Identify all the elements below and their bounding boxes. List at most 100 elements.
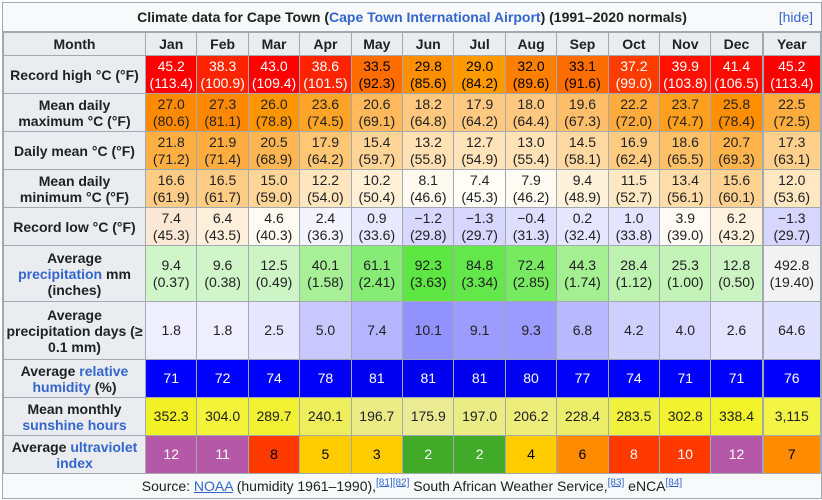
data-cell: 13.0 (55.4): [504, 131, 558, 170]
cell-value: 33.1: [568, 57, 597, 74]
data-cell: 81: [402, 359, 455, 398]
data-cell: 29.8 (85.6): [402, 55, 455, 94]
hide-toggle-link[interactable]: [hide]: [778, 9, 813, 25]
cell-value: 15.6: [722, 171, 751, 188]
cell-value-imperial: (99.0): [615, 74, 653, 91]
cell-value: 77: [574, 370, 591, 386]
cell-value: 18.0: [517, 95, 545, 112]
data-cell: 38.6 (101.5): [299, 55, 352, 94]
data-cell: 9.3: [504, 301, 558, 360]
cell-value-imperial: (2.85): [512, 273, 550, 290]
data-cell: 7.4 (45.3): [144, 207, 198, 246]
cell-value-imperial: (3.34): [461, 273, 498, 290]
column-header: Jun: [402, 32, 455, 56]
data-cell: 302.8: [659, 397, 712, 436]
row-label-link[interactable]: ultraviolet index: [56, 438, 138, 471]
data-cell: 1.8: [144, 301, 198, 360]
data-cell: 228.4: [556, 397, 609, 436]
data-cell: 2.4 (36.3): [299, 207, 352, 246]
data-cell: 13.4 (56.1): [659, 169, 712, 208]
row-label-link[interactable]: sunshine hours: [22, 416, 127, 433]
cell-value-imperial: (62.4): [615, 150, 653, 167]
data-cell: 19.6 (67.3): [556, 93, 609, 132]
cell-value-imperial: (69.1): [358, 112, 396, 129]
row-label-text: Mean monthly: [27, 400, 122, 417]
data-cell: 7.4: [350, 301, 404, 360]
data-cell: 11.5 (52.7): [607, 169, 661, 208]
cell-value: 7: [787, 446, 796, 462]
data-cell: 2: [453, 435, 506, 474]
cell-value: 26.0: [260, 95, 288, 112]
cell-value: 196.7: [359, 408, 395, 424]
cell-value: 22.5: [778, 95, 806, 112]
table-row: Record high °C (°F) 45.2 (113.4) 38.3 (100.9…: [3, 55, 821, 94]
data-cell: 44.3 (1.74): [556, 245, 609, 302]
cell-value-imperial: (71.2): [152, 150, 190, 167]
ref-81-link[interactable]: [81]: [376, 477, 393, 489]
caption-prefix: Climate data for Cape Town (: [137, 9, 329, 25]
data-cell: 1.8: [196, 301, 249, 360]
cell-value: 7.4: [161, 209, 181, 226]
row-label-link[interactable]: precipitation: [18, 265, 103, 282]
cell-value: 6.2: [726, 209, 747, 226]
cell-value: 44.3: [568, 256, 597, 273]
ref-84-link[interactable]: [84]: [665, 477, 683, 489]
cell-value: 92.3: [414, 256, 442, 273]
airport-link[interactable]: Cape Town International Airport: [329, 9, 541, 25]
data-cell: 304.0: [196, 397, 249, 436]
cell-value-imperial: (92.3): [358, 74, 396, 91]
column-header: Dec: [710, 32, 763, 56]
cell-value: 3: [372, 446, 381, 462]
cell-value: 13.2: [414, 133, 442, 150]
cell-value-imperial: (81.1): [204, 112, 241, 129]
row-label: Record low °C (°F): [3, 207, 146, 246]
cell-value: 302.8: [667, 408, 703, 424]
data-cell: 78: [299, 359, 352, 398]
cell-value-imperial: (74.7): [666, 112, 704, 129]
cell-value-imperial: (85.6): [409, 74, 447, 91]
data-cell: 2: [402, 435, 455, 474]
cell-value: 2: [475, 446, 484, 462]
cell-value: 12.5: [260, 256, 288, 273]
row-label: Mean daily minimum °C (°F): [3, 169, 146, 208]
cell-value: 11: [215, 446, 230, 462]
data-cell: 7.4 (45.3): [453, 169, 506, 208]
cell-value: 22.2: [620, 95, 648, 112]
column-header: Feb: [196, 32, 249, 56]
data-cell: 1.0 (33.8): [607, 207, 661, 246]
cell-value: 17.9: [311, 133, 340, 150]
data-cell: 15.4 (59.7): [350, 131, 404, 170]
ref-83-link[interactable]: [83]: [607, 477, 625, 489]
cell-value: 41.4: [722, 57, 751, 74]
data-cell: 240.1: [299, 397, 352, 436]
data-cell: 14.5 (58.1): [556, 131, 609, 170]
noaa-link[interactable]: NOAA: [193, 478, 233, 494]
row-label-text: Average: [47, 249, 102, 266]
row-label: Average precipitation mm (inches): [3, 245, 146, 302]
data-cell: 6: [556, 435, 609, 474]
cell-value-imperial: (45.3): [461, 188, 498, 205]
cell-value-imperial: (113.4): [770, 74, 814, 91]
cell-value-imperial: (91.6): [564, 74, 601, 91]
column-header: Jan: [144, 32, 198, 56]
data-cell: 6.8: [556, 301, 609, 360]
ref-82-link[interactable]: [82]: [392, 477, 410, 489]
data-cell: 33.5 (92.3): [350, 55, 404, 94]
data-cell: 22.5 (72.5): [761, 93, 821, 132]
cell-value: 37.2: [620, 57, 648, 74]
row-label: Daily mean °C (°F): [3, 131, 146, 170]
cell-value: 352.3: [153, 408, 189, 424]
column-header: Sep: [556, 32, 609, 56]
row-label-link[interactable]: relative humidity: [32, 362, 129, 395]
cell-value-imperial: (2.41): [358, 273, 396, 290]
cell-value: 12: [163, 446, 179, 462]
cell-value: 2.4: [315, 209, 336, 226]
header-row: Month Jan Feb Mar Apr May Jun Jul Aug Sep Oct Nov De…: [3, 32, 821, 56]
data-cell: 74: [607, 359, 661, 398]
cell-value-imperial: (29.8): [409, 226, 447, 243]
cell-value: 7.4: [367, 322, 387, 338]
column-header: Year: [761, 32, 821, 56]
cell-value: 80: [523, 370, 539, 386]
cell-value: −0.4: [517, 209, 545, 226]
